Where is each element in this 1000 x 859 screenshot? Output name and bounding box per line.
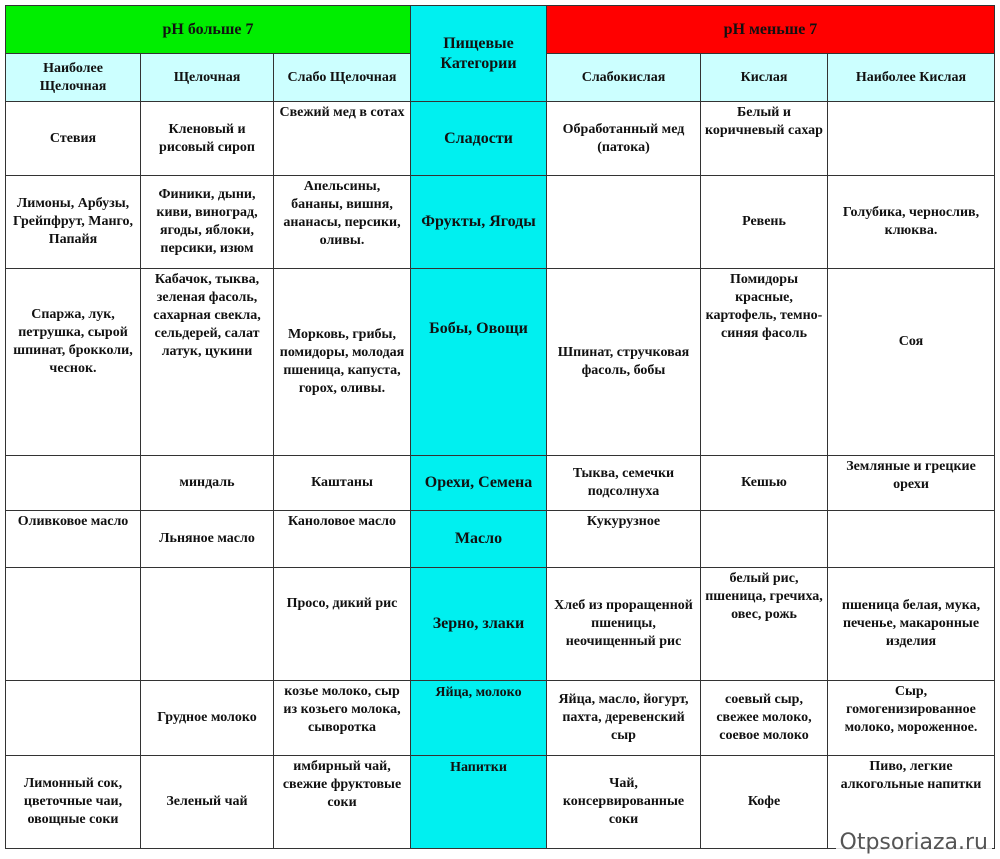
food-cell: [140, 567, 274, 681]
food-cell: Каштаны: [273, 455, 411, 511]
category-cell: Бобы, Овощи: [410, 268, 547, 456]
food-cell: Ревень: [700, 175, 828, 269]
food-cell: Морковь, грибы, помидоры, молодая пшениц…: [273, 268, 411, 456]
food-cell: [546, 175, 701, 269]
food-cell: Хлеб из проращенной пшеницы, неочищенный…: [546, 567, 701, 681]
table-row: Лимоны, Арбузы, Грейпфрут, Манго, Папайя…: [5, 175, 995, 269]
food-cell: Белый и коричневый сахар: [700, 101, 828, 176]
food-cell: Кабачок, тыква, зеленая фасоль, сахарная…: [140, 268, 274, 456]
table-row: Грудное молоко козье молоко, сыр из козье…: [5, 680, 995, 756]
food-cell: Помидоры красные, картофель, темно-синяя…: [700, 268, 828, 456]
food-cell: Шпинат, стручковая фасоль, бобы: [546, 268, 701, 456]
food-cell: Кукурузное: [546, 510, 701, 568]
food-cell: Сыр, гомогенизированное молоко, мороженн…: [827, 680, 995, 756]
food-cell: Чай, консервированные соки: [546, 755, 701, 849]
food-cell: Апельсины, бананы, вишня, ананасы, перси…: [273, 175, 411, 269]
food-cell: Тыква, семечки подсолнуха: [546, 455, 701, 511]
table-row: Просо, дикий рис Зерно, злаки Хлеб из прор…: [5, 567, 995, 681]
table-row: Лимонный сок, цветочные чаи, овощные сок…: [5, 755, 995, 849]
food-cell: Грудное молоко: [140, 680, 274, 756]
food-cell: Земляные и грецкие орехи: [827, 455, 995, 511]
food-cell: Просо, дикий рис: [273, 567, 411, 681]
category-column-header: Пищевые Категории: [410, 5, 547, 102]
food-cell: Спаржа, лук, петрушка, сырой шпинат, бро…: [5, 268, 141, 456]
level-header: Кислая: [700, 53, 828, 102]
category-cell: Масло: [410, 510, 547, 568]
food-cell: [827, 101, 995, 176]
table-row: Спаржа, лук, петрушка, сырой шпинат, бро…: [5, 268, 995, 456]
category-cell: Напитки: [410, 755, 547, 849]
food-cell: Яйца, масло, йогурт, пахта, деревенский …: [546, 680, 701, 756]
level-header: Наиболее Кислая: [827, 53, 995, 102]
food-cell: [5, 680, 141, 756]
food-cell: Льняное масло: [140, 510, 274, 568]
food-cell: соевый сыр, свежее молоко, соевое молоко: [700, 680, 828, 756]
food-cell: козье молоко, сыр из козьего молока, сыв…: [273, 680, 411, 756]
level-header: Слабо Щелочная: [273, 53, 411, 102]
table-row: Стевия Кленовый и рисовый сироп Свежий мед…: [5, 101, 995, 176]
food-cell: [827, 510, 995, 568]
food-cell: миндаль: [140, 455, 274, 511]
level-header: Щелочная: [140, 53, 274, 102]
food-cell: [5, 455, 141, 511]
watermark: Otpsoriaza.ru: [835, 830, 992, 855]
level-header: Наиболее Щелочная: [5, 53, 141, 102]
food-cell: Финики, дыни, киви, виноград, ягоды, ябл…: [140, 175, 274, 269]
food-cell: белый рис, пшеница, гречиха, овес, рожь: [700, 567, 828, 681]
food-cell: Кешью: [700, 455, 828, 511]
food-cell: [700, 510, 828, 568]
food-cell: Стевия: [5, 101, 141, 176]
food-cell: имбирный чай, свежие фруктовые соки: [273, 755, 411, 849]
food-cell: пшеница белая, мука, печенье, макаронные…: [827, 567, 995, 681]
food-cell: Обработанный мед (патока): [546, 101, 701, 176]
category-cell: Зерно, злаки: [410, 567, 547, 681]
category-cell: Орехи, Семена: [410, 455, 547, 511]
ph-food-table: pH больше 7 Пищевые Категории pH меньше …: [5, 5, 995, 849]
food-cell: Оливковое масло: [5, 510, 141, 568]
food-cell: Зеленый чай: [140, 755, 274, 849]
food-cell: Лимонный сок, цветочные чаи, овощные сок…: [5, 755, 141, 849]
alkaline-group-header: pH больше 7: [5, 5, 411, 54]
table-row: миндаль Каштаны Орехи, Семена Тыква, семечк…: [5, 455, 995, 511]
category-cell: Фрукты, Ягоды: [410, 175, 547, 269]
food-cell: Соя: [827, 268, 995, 456]
food-cell: Каноловое масло: [273, 510, 411, 568]
food-cell: Голубика, чернослив, клюква.: [827, 175, 995, 269]
food-cell: Свежий мед в сотах: [273, 101, 411, 176]
category-cell: Яйца, молоко: [410, 680, 547, 756]
category-cell: Сладости: [410, 101, 547, 176]
level-header: Слабокислая: [546, 53, 701, 102]
food-cell: Кофе: [700, 755, 828, 849]
food-cell: [5, 567, 141, 681]
table-row: Оливковое масло Льняное масло Каноловое ма…: [5, 510, 995, 568]
acid-group-header: pH меньше 7: [546, 5, 995, 54]
food-cell: Кленовый и рисовый сироп: [140, 101, 274, 176]
food-cell: Лимоны, Арбузы, Грейпфрут, Манго, Папайя: [5, 175, 141, 269]
